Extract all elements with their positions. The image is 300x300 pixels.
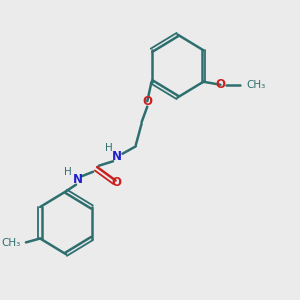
Text: CH₃: CH₃ xyxy=(1,238,20,248)
Text: H: H xyxy=(64,167,72,177)
Text: O: O xyxy=(142,95,152,108)
Text: O: O xyxy=(111,176,121,189)
Text: H: H xyxy=(105,143,113,153)
Text: N: N xyxy=(73,173,82,186)
Text: O: O xyxy=(215,78,226,91)
Text: CH₃: CH₃ xyxy=(246,80,266,90)
Text: N: N xyxy=(112,150,122,163)
